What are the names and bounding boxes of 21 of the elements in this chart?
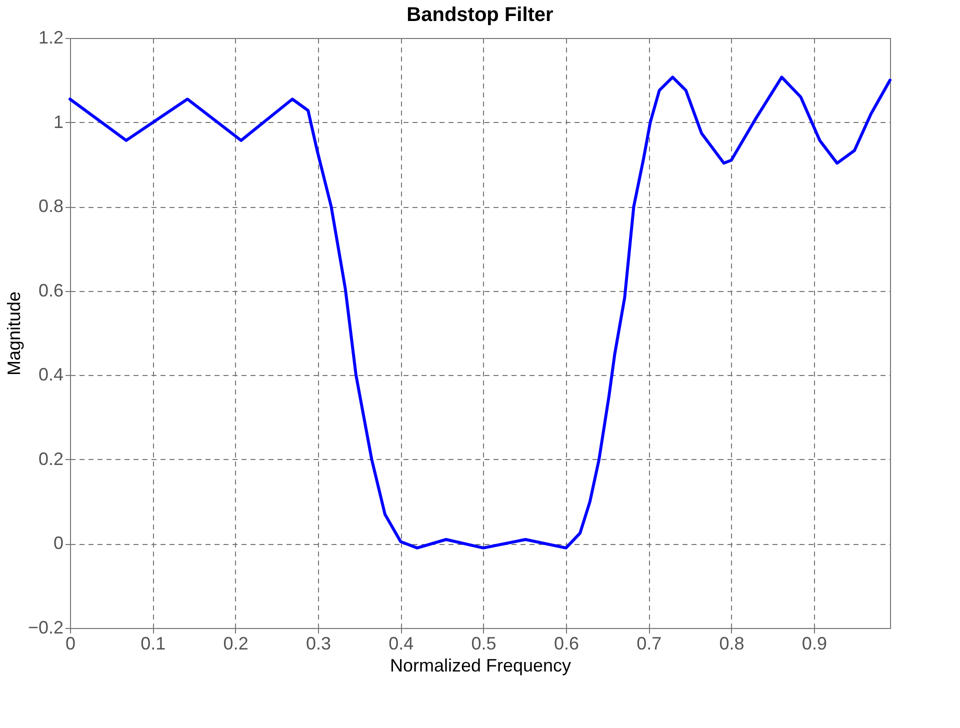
- y-tick-label: 1.2: [38, 28, 64, 48]
- line-series: [68, 76, 892, 550]
- y-tick-label: 0.2: [38, 448, 64, 469]
- x-tick-label: 0.1: [140, 634, 166, 654]
- y-axis-title: Magnitude: [4, 291, 24, 376]
- x-tick-label: 0.3: [306, 634, 331, 654]
- x-tick-label: 0.8: [719, 634, 744, 654]
- y-tick-label: 0.4: [38, 364, 64, 385]
- y-tick-label: 1: [53, 112, 64, 132]
- x-tick-label: 0.2: [223, 634, 248, 654]
- y-tick-label: 0.8: [38, 196, 64, 216]
- x-tick-label: 0.7: [636, 634, 662, 654]
- x-axis-title: Normalized Frequency: [390, 656, 572, 676]
- y-tick-label: 0.6: [38, 280, 64, 300]
- y-tick-label: 0: [53, 533, 64, 554]
- x-tick-label: 0.9: [802, 634, 827, 654]
- y-tick-label: −0.2: [28, 618, 64, 638]
- x-tick-label: 0.6: [554, 634, 579, 654]
- x-tick-label: 0.4: [388, 634, 414, 654]
- x-tick-label: 0.5: [471, 634, 496, 654]
- chart-title: Bandstop Filter: [406, 4, 554, 26]
